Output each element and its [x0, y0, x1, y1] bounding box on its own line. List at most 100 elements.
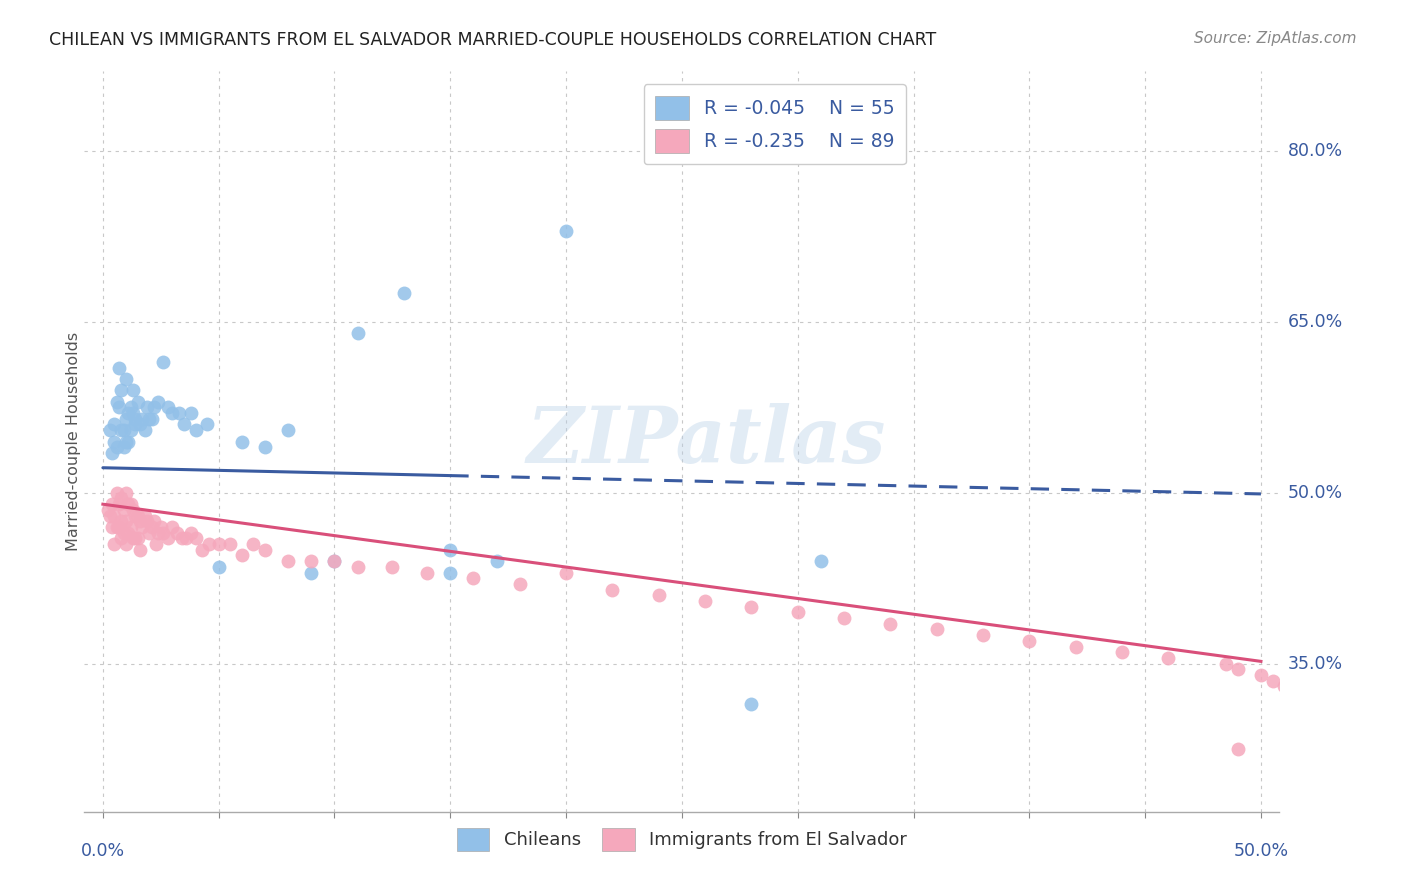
- Point: [122, 406, 145, 420]
- Text: ZIPatlas: ZIPatlas: [526, 403, 886, 480]
- Point: [124, 508, 146, 523]
- Point: [117, 497, 139, 511]
- Point: [129, 417, 152, 432]
- Point: [129, 514, 152, 528]
- Point: [253, 440, 276, 454]
- Point: [115, 514, 138, 528]
- Point: [184, 532, 207, 546]
- Text: Source: ZipAtlas.com: Source: ZipAtlas.com: [1194, 31, 1357, 46]
- Point: [555, 224, 578, 238]
- Point: [112, 440, 135, 454]
- Point: [485, 554, 508, 568]
- Point: [124, 417, 146, 432]
- Point: [138, 411, 160, 425]
- Point: [108, 401, 131, 415]
- Text: CHILEAN VS IMMIGRANTS FROM EL SALVADOR MARRIED-COUPLE HOUSEHOLDS CORRELATION CHA: CHILEAN VS IMMIGRANTS FROM EL SALVADOR M…: [49, 31, 936, 49]
- Point: [1285, 685, 1308, 699]
- Point: [131, 411, 153, 425]
- Point: [105, 485, 128, 500]
- Point: [323, 554, 346, 568]
- Point: [346, 559, 368, 574]
- Point: [124, 532, 146, 546]
- Point: [1064, 640, 1087, 654]
- Point: [101, 446, 124, 460]
- Point: [242, 537, 264, 551]
- Point: [110, 532, 132, 546]
- Point: [120, 423, 142, 437]
- Point: [101, 497, 124, 511]
- Point: [1354, 719, 1376, 733]
- Point: [1330, 707, 1353, 722]
- Point: [925, 623, 948, 637]
- Y-axis label: Married-couple Households: Married-couple Households: [66, 332, 80, 551]
- Point: [152, 355, 174, 369]
- Point: [810, 554, 832, 568]
- Point: [115, 537, 138, 551]
- Point: [127, 532, 149, 546]
- Point: [141, 411, 163, 425]
- Point: [108, 360, 131, 375]
- Point: [148, 525, 170, 540]
- Point: [105, 394, 128, 409]
- Point: [648, 144, 671, 158]
- Point: [115, 411, 138, 425]
- Point: [162, 520, 184, 534]
- Point: [127, 394, 149, 409]
- Point: [110, 514, 132, 528]
- Point: [1111, 645, 1133, 659]
- Point: [1226, 662, 1249, 676]
- Point: [1272, 680, 1295, 694]
- Point: [148, 394, 170, 409]
- Point: [138, 525, 160, 540]
- Point: [166, 525, 188, 540]
- Point: [786, 606, 808, 620]
- Legend: Chileans, Immigrants from El Salvador: Chileans, Immigrants from El Salvador: [450, 821, 914, 858]
- Point: [120, 520, 142, 534]
- Point: [105, 440, 128, 454]
- Point: [1250, 668, 1272, 682]
- Point: [117, 434, 139, 449]
- Point: [141, 520, 163, 534]
- Point: [277, 554, 299, 568]
- Point: [103, 417, 125, 432]
- Point: [112, 503, 135, 517]
- Point: [98, 423, 121, 437]
- Point: [198, 537, 221, 551]
- Point: [169, 406, 191, 420]
- Point: [103, 508, 125, 523]
- Point: [135, 514, 157, 528]
- Point: [103, 434, 125, 449]
- Point: [156, 401, 179, 415]
- Point: [110, 384, 132, 398]
- Point: [162, 406, 184, 420]
- Text: 0.0%: 0.0%: [80, 842, 125, 860]
- Point: [112, 525, 135, 540]
- Point: [149, 520, 172, 534]
- Text: 35.0%: 35.0%: [1288, 655, 1343, 673]
- Point: [509, 577, 531, 591]
- Point: [1157, 651, 1180, 665]
- Point: [1215, 657, 1237, 671]
- Point: [103, 537, 125, 551]
- Point: [693, 594, 716, 608]
- Point: [120, 401, 142, 415]
- Point: [122, 384, 145, 398]
- Point: [101, 520, 124, 534]
- Point: [173, 417, 195, 432]
- Point: [105, 520, 128, 534]
- Point: [112, 423, 135, 437]
- Point: [131, 520, 153, 534]
- Point: [142, 514, 165, 528]
- Point: [134, 508, 156, 523]
- Point: [156, 532, 179, 546]
- Point: [191, 542, 214, 557]
- Point: [381, 559, 404, 574]
- Point: [134, 423, 156, 437]
- Point: [1261, 673, 1284, 688]
- Point: [231, 549, 253, 563]
- Point: [555, 566, 578, 580]
- Point: [117, 525, 139, 540]
- Point: [1319, 702, 1341, 716]
- Point: [120, 497, 142, 511]
- Point: [145, 537, 167, 551]
